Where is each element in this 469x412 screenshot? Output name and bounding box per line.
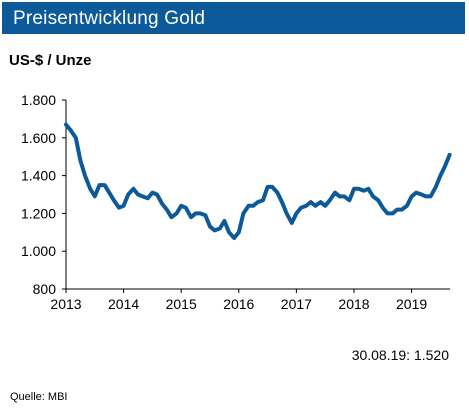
x-tick-label: 2015 (166, 296, 197, 312)
x-tick-label: 2016 (223, 296, 254, 312)
source-note: Quelle: MBI (10, 391, 68, 403)
latest-price-annotation: 30.08.19: 1.520 (351, 347, 449, 363)
y-tick-label: 1.800 (21, 92, 56, 108)
y-tick-label: 1.400 (21, 168, 56, 184)
y-tick-label: 1.600 (21, 130, 56, 146)
y-tick-label: 1.200 (21, 205, 56, 221)
x-tick-label: 2013 (50, 296, 81, 312)
gold-price-line (64, 122, 452, 240)
x-tick-label: 2018 (338, 296, 369, 312)
chart-header: Preisentwicklung Gold (2, 2, 465, 34)
y-tick-label: 1.000 (21, 243, 56, 259)
y-axis-unit-label: US-$ / Unze (9, 52, 92, 69)
x-tick-label: 2014 (108, 296, 139, 312)
x-tick-label: 2019 (396, 296, 427, 312)
chart-title: Preisentwicklung Gold (13, 8, 206, 29)
x-tick-label: 2017 (281, 296, 312, 312)
y-tick-label: 800 (33, 281, 57, 297)
